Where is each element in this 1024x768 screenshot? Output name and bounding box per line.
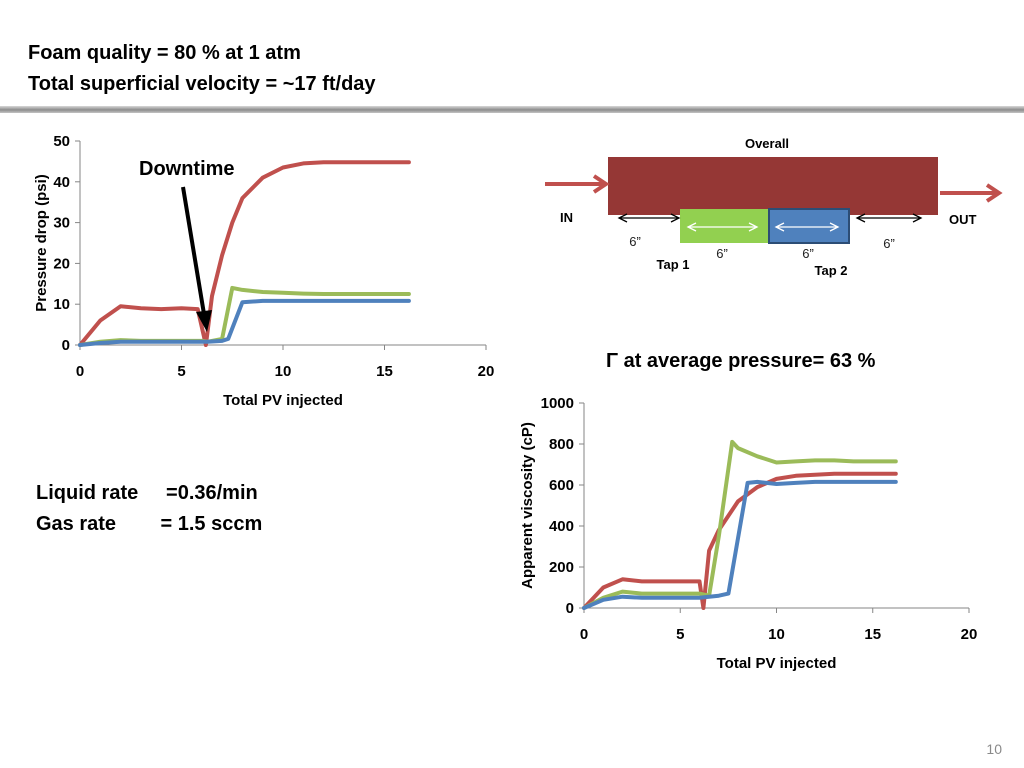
downtime-arrow-shaft [181, 186, 206, 315]
rates-block: Liquid rate =0.36/min Gas rate = 1.5 scc… [36, 478, 262, 540]
chart2-series-2-line [582, 439, 898, 610]
chart2-series-3-line [582, 479, 898, 610]
y-tick-label: 400 [549, 518, 574, 535]
gamma-text: Γ at average pressure= 63 % [606, 350, 876, 372]
chart1-series-1-line [78, 160, 411, 347]
in-label: IN [560, 210, 573, 225]
chart2-y-label: Apparent viscosity (cP) [519, 422, 536, 589]
x-tick-label: 15 [376, 363, 393, 380]
x-tick-label: 5 [177, 363, 185, 380]
inlet-arrowhead [592, 174, 610, 194]
length-tap1-label: 6” [716, 246, 728, 261]
dim-right-right-head [912, 213, 923, 223]
downtime-annotation: Downtime [139, 158, 235, 180]
chart2-series-1-line [582, 471, 898, 610]
gas-rate: Gas rate = 1.5 sccm [36, 513, 263, 535]
slide-title: Foam quality = 80 % at 1 atm Total super… [28, 38, 376, 100]
x-tick-label: 15 [864, 626, 881, 643]
chart1-series-2-line [78, 285, 411, 347]
chart2-x-label: Total PV injected [717, 655, 837, 672]
y-tick-label: 0 [62, 337, 70, 354]
y-tick-label: 200 [549, 559, 574, 576]
title-divider [0, 106, 1024, 113]
outlet-arrowhead [985, 183, 1003, 203]
y-tick-label: 0 [566, 600, 574, 617]
title-line-1: Foam quality = 80 % at 1 atm [28, 42, 301, 64]
liquid-rate: Liquid rate =0.36/min [36, 482, 258, 504]
y-tick-label: 1000 [541, 395, 574, 412]
downtime-arrowhead [196, 310, 212, 332]
y-tick-label: 20 [53, 255, 70, 272]
length-tap2-label: 6” [802, 246, 814, 261]
x-tick-label: 0 [76, 363, 84, 380]
y-tick-label: 30 [53, 215, 70, 232]
x-tick-label: 20 [478, 363, 495, 380]
out-label: OUT [949, 212, 977, 227]
y-tick-label: 50 [53, 133, 70, 150]
y-tick-label: 600 [549, 477, 574, 494]
tap1-label: Tap 1 [657, 257, 690, 272]
dim-tap2-right-head [829, 222, 840, 232]
tap2-label: Tap 2 [815, 263, 848, 278]
y-tick-label: 800 [549, 436, 574, 453]
x-tick-label: 0 [580, 626, 588, 643]
dim-tap2-left-head [774, 222, 785, 232]
x-tick-label: 5 [676, 626, 684, 643]
dim-tap1-right-head [748, 222, 759, 232]
core-overall-bar [608, 157, 938, 215]
length-left-label: 6” [629, 234, 641, 249]
overall-label: Overall [745, 136, 789, 151]
chart1-x-label: Total PV injected [223, 392, 343, 409]
x-tick-label: 10 [768, 626, 785, 643]
y-tick-label: 40 [53, 174, 70, 191]
y-tick-label: 10 [53, 296, 70, 313]
dim-tap1-left-head [686, 222, 697, 232]
dim-right-left-head [855, 213, 866, 223]
page-number: 10 [986, 741, 1002, 757]
chart1-series-3-line [78, 298, 411, 347]
length-right-label: 6” [883, 236, 895, 251]
title-line-2: Total superficial velocity = ~17 ft/day [28, 73, 376, 95]
dim-left-right-head [670, 213, 681, 223]
dim-left-left-head [617, 213, 628, 223]
chart1-y-label: Pressure drop (psi) [33, 174, 50, 312]
x-tick-label: 20 [961, 626, 978, 643]
x-tick-label: 10 [275, 363, 292, 380]
